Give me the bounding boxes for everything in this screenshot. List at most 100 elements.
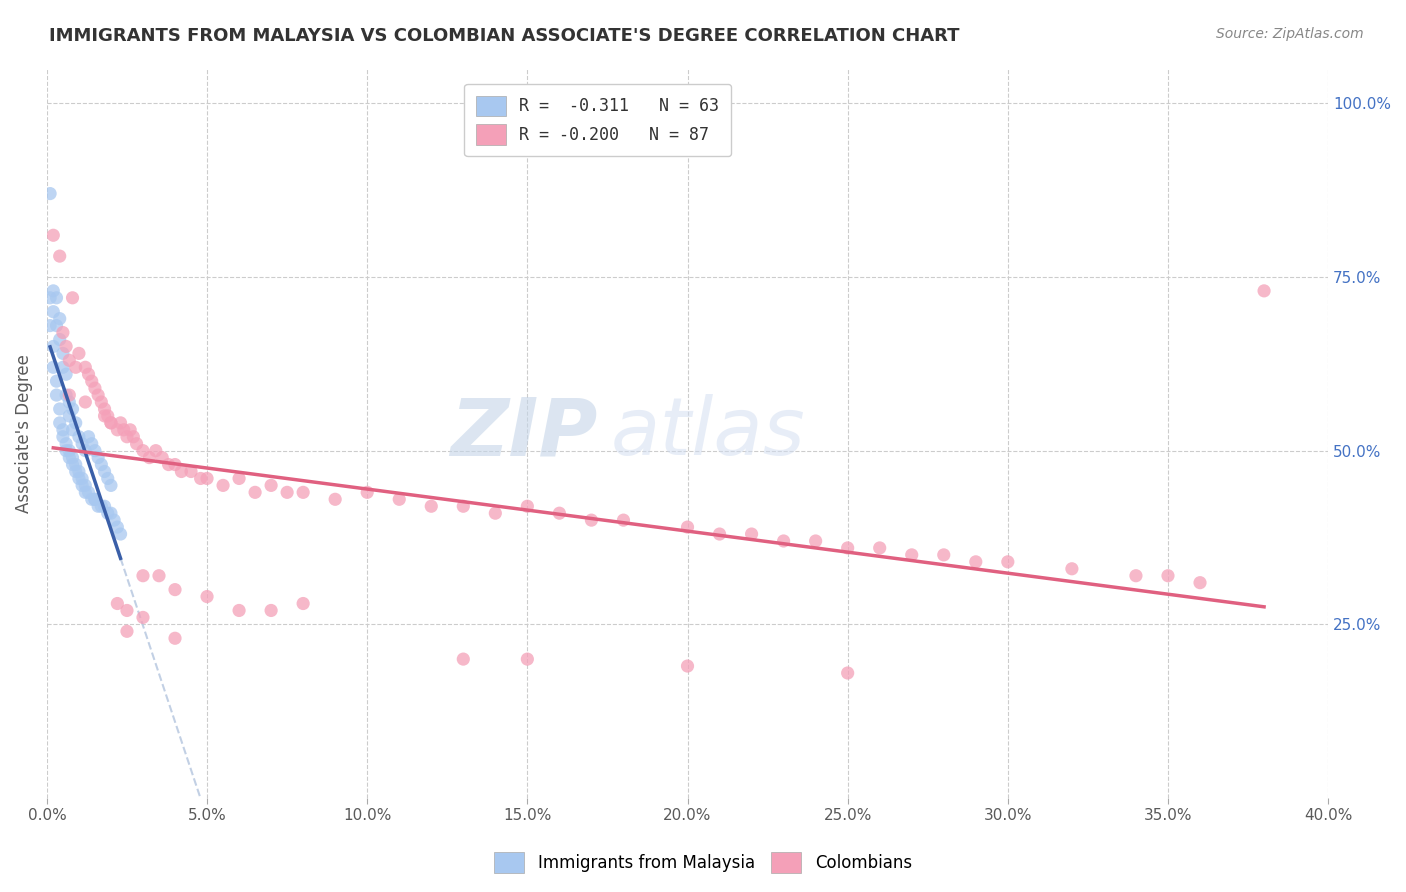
Point	[138, 450, 160, 465]
Legend: Immigrants from Malaysia, Colombians: Immigrants from Malaysia, Colombians	[488, 846, 918, 880]
Point	[75, 485, 97, 500]
Point	[180, 465, 202, 479]
Point	[453, 500, 475, 514]
Point	[1060, 562, 1083, 576]
Point	[58, 443, 80, 458]
Point	[260, 478, 283, 492]
Point	[93, 500, 115, 514]
Point	[145, 443, 167, 458]
Point	[65, 458, 87, 472]
Point	[105, 597, 128, 611]
Y-axis label: Associate's Degree: Associate's Degree	[15, 354, 32, 513]
Point	[62, 450, 84, 465]
Point	[45, 291, 67, 305]
Point	[103, 513, 125, 527]
Legend: R =  -0.311   N = 63, R = -0.200   N = 87: R = -0.311 N = 63, R = -0.200 N = 87	[464, 84, 731, 156]
Point	[148, 568, 170, 582]
Point	[65, 416, 87, 430]
Point	[55, 388, 77, 402]
Point	[52, 346, 75, 360]
Point	[484, 506, 506, 520]
Point	[75, 443, 97, 458]
Point	[1157, 568, 1180, 582]
Point	[65, 360, 87, 375]
Point	[42, 228, 65, 243]
Point	[48, 249, 70, 263]
Point	[84, 492, 107, 507]
Point	[80, 436, 103, 450]
Point	[45, 374, 67, 388]
Point	[52, 326, 75, 340]
Point	[260, 603, 283, 617]
Point	[75, 360, 97, 375]
Point	[356, 485, 378, 500]
Point	[548, 506, 571, 520]
Point	[93, 409, 115, 423]
Point	[39, 291, 62, 305]
Point	[932, 548, 955, 562]
Point	[228, 603, 250, 617]
Point	[115, 430, 138, 444]
Point	[84, 381, 107, 395]
Point	[77, 368, 100, 382]
Point	[190, 471, 212, 485]
Point	[132, 443, 155, 458]
Point	[132, 610, 155, 624]
Point	[97, 471, 120, 485]
Point	[516, 500, 538, 514]
Point	[45, 318, 67, 333]
Point	[1188, 575, 1211, 590]
Point	[80, 492, 103, 507]
Point	[741, 527, 763, 541]
Point	[62, 401, 84, 416]
Point	[67, 465, 90, 479]
Point	[77, 430, 100, 444]
Point	[228, 471, 250, 485]
Point	[48, 311, 70, 326]
Point	[55, 436, 77, 450]
Point	[132, 568, 155, 582]
Point	[676, 659, 699, 673]
Point	[150, 450, 173, 465]
Point	[65, 465, 87, 479]
Point	[58, 395, 80, 409]
Point	[90, 395, 112, 409]
Point	[1253, 284, 1275, 298]
Point	[48, 416, 70, 430]
Point	[58, 388, 80, 402]
Point	[48, 333, 70, 347]
Point	[55, 339, 77, 353]
Point	[87, 388, 110, 402]
Point	[67, 471, 90, 485]
Point	[67, 430, 90, 444]
Point	[709, 527, 731, 541]
Point	[93, 465, 115, 479]
Text: IMMIGRANTS FROM MALAYSIA VS COLOMBIAN ASSOCIATE'S DEGREE CORRELATION CHART: IMMIGRANTS FROM MALAYSIA VS COLOMBIAN AS…	[49, 27, 960, 45]
Point	[120, 423, 142, 437]
Point	[55, 368, 77, 382]
Point	[58, 353, 80, 368]
Point	[70, 436, 93, 450]
Point	[58, 450, 80, 465]
Point	[212, 478, 235, 492]
Point	[676, 520, 699, 534]
Point	[125, 436, 148, 450]
Point	[516, 652, 538, 666]
Point	[453, 652, 475, 666]
Point	[70, 478, 93, 492]
Point	[97, 409, 120, 423]
Text: Source: ZipAtlas.com: Source: ZipAtlas.com	[1216, 27, 1364, 41]
Point	[581, 513, 603, 527]
Point	[869, 541, 891, 555]
Point	[100, 416, 122, 430]
Point	[84, 443, 107, 458]
Point	[62, 423, 84, 437]
Point	[52, 360, 75, 375]
Point	[84, 492, 107, 507]
Point	[39, 318, 62, 333]
Point	[42, 304, 65, 318]
Text: atlas: atlas	[610, 394, 806, 472]
Point	[90, 458, 112, 472]
Point	[45, 388, 67, 402]
Point	[55, 443, 77, 458]
